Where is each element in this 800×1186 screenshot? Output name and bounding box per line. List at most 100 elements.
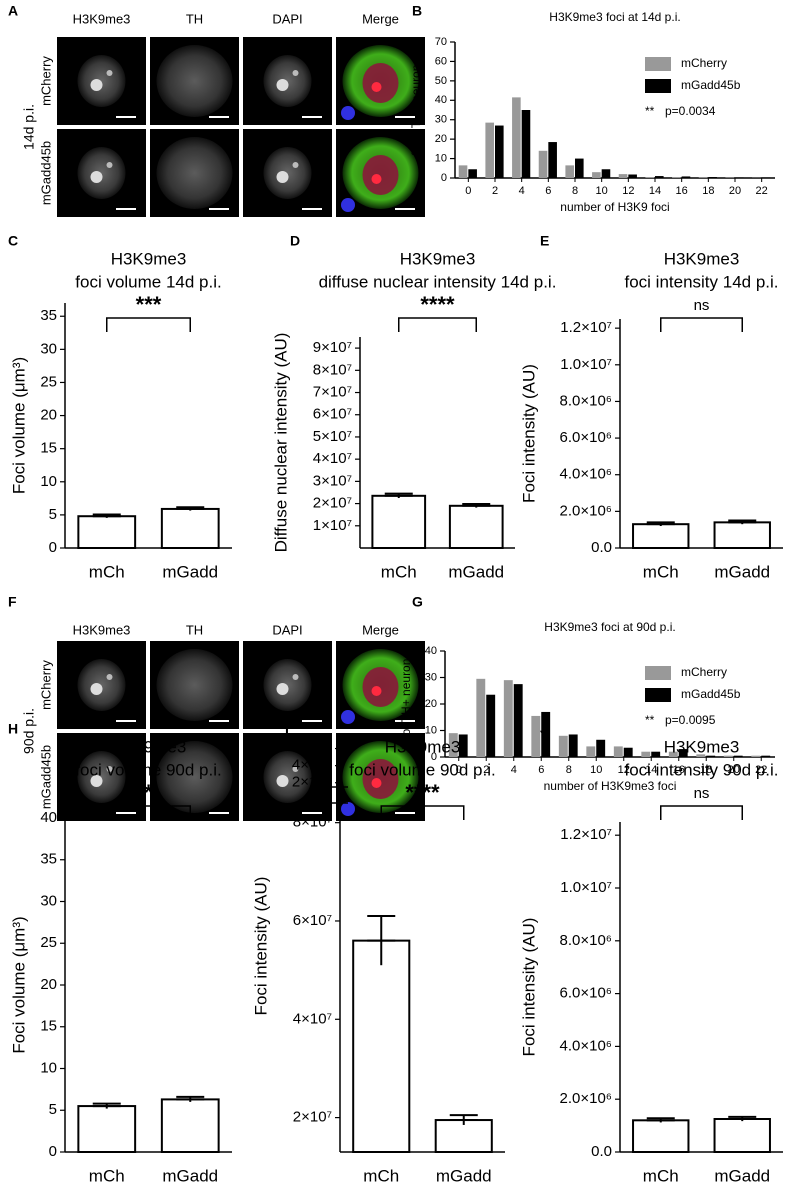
x-tick-label: mGadd xyxy=(162,1166,218,1185)
y-tick-label: 4×10⁸ xyxy=(292,757,332,774)
focus-signal xyxy=(106,674,113,680)
y-tick-label: 7×10⁷ xyxy=(313,383,352,400)
x-tick-label: 18 xyxy=(700,764,712,776)
bar xyxy=(618,174,628,178)
bar xyxy=(575,158,584,178)
y-tick-label: 30 xyxy=(435,114,447,126)
column-header: Merge xyxy=(362,11,399,26)
bar xyxy=(77,515,137,549)
y-tick-label: 30 xyxy=(40,340,57,357)
y-tick-label: 10 xyxy=(425,724,437,736)
x-tick-label: mGadd xyxy=(436,1166,492,1185)
bar xyxy=(458,734,468,757)
bar xyxy=(632,1119,690,1153)
bar xyxy=(486,694,496,757)
chart-title: H3K9me3 xyxy=(385,737,461,756)
bar xyxy=(713,521,771,549)
x-tick-label: mCh xyxy=(643,562,679,581)
focus-signal xyxy=(276,683,289,695)
chart-title: H3K9me3 foci at 14d p.i. xyxy=(549,10,680,24)
bar xyxy=(513,684,523,757)
x-tick-label: 2 xyxy=(483,764,489,776)
bar xyxy=(352,939,411,1153)
y-tick-label: 6×10⁸ xyxy=(292,740,332,757)
legend-swatch xyxy=(645,79,671,93)
x-tick-label: 6 xyxy=(538,764,544,776)
focus-signal xyxy=(90,683,103,695)
panel-letter: E xyxy=(540,233,549,249)
x-tick-label: mCh xyxy=(363,1166,399,1185)
y-tick-label: 0 xyxy=(441,172,447,184)
x-tick-label: 22 xyxy=(756,185,768,197)
y-tick-label: 35 xyxy=(40,851,57,868)
bar xyxy=(706,755,716,757)
chart-title: H3K9me3 xyxy=(664,737,740,756)
row-label: mGadd45b xyxy=(38,141,53,205)
dapi-signal xyxy=(341,710,355,724)
y-tick-label: 15 xyxy=(40,440,57,457)
legend-label: mCherry xyxy=(681,56,727,70)
x-tick-label: 22 xyxy=(755,764,767,776)
legend-label: mGadd45b xyxy=(681,78,741,92)
row-label: mCherry xyxy=(38,660,53,710)
panel-letter: D xyxy=(290,233,300,249)
focus-signal xyxy=(106,766,113,772)
column-header: H3K9me3 xyxy=(73,622,131,637)
chart-subtitle: foci volume 90d p.i. xyxy=(75,760,221,779)
bar xyxy=(641,751,651,757)
y-tick-label: 3×10⁷ xyxy=(313,472,352,489)
focus-signal xyxy=(292,766,299,772)
legend-swatch xyxy=(645,666,671,680)
x-tick-label: 0 xyxy=(465,185,471,197)
focus-signal xyxy=(371,778,382,788)
bar xyxy=(672,177,681,178)
bar xyxy=(678,749,688,757)
chart-title: H3K9me3 xyxy=(111,249,187,268)
nucleus-signal xyxy=(362,759,399,799)
significance-label: **** xyxy=(405,780,440,805)
cell-signal xyxy=(263,659,312,711)
y-tick-label: 1.2×10⁷ xyxy=(560,319,612,336)
panel-letter: A xyxy=(8,3,18,19)
panel-letter: J xyxy=(540,721,548,737)
y-tick-label: 1.2×10⁷ xyxy=(560,826,612,843)
bar xyxy=(628,174,637,178)
x-tick-label: 4 xyxy=(511,764,517,776)
focus-signal xyxy=(90,171,103,183)
y-tick-label: 1×10⁷ xyxy=(313,517,352,534)
x-tick-label: mCh xyxy=(381,562,417,581)
condition-label: 90d p.i. xyxy=(21,708,37,754)
bar xyxy=(485,122,494,178)
y-tick-label: 9×10⁷ xyxy=(313,339,352,356)
focus-signal xyxy=(106,162,113,168)
panel-letter: C xyxy=(8,233,18,249)
bar xyxy=(77,1105,137,1153)
focus-signal xyxy=(106,70,113,76)
bar xyxy=(655,176,664,178)
y-tick-label: 6.0×10⁶ xyxy=(560,985,612,1002)
y-tick-label: 6×10⁷ xyxy=(313,406,352,423)
bar xyxy=(448,733,458,757)
cell-signal xyxy=(263,147,312,199)
significance-label: *** xyxy=(136,292,162,317)
y-axis-label: Foci volume (μm³) xyxy=(9,357,28,494)
bar xyxy=(645,177,654,178)
bar xyxy=(613,746,623,757)
bar xyxy=(468,169,477,178)
y-tick-label: 10 xyxy=(435,152,447,164)
chart-subtitle: foci intensity 90d p.i. xyxy=(624,760,778,779)
focus-signal xyxy=(276,79,289,91)
legend-swatch xyxy=(645,688,671,702)
bar xyxy=(548,142,557,178)
annotation: ** xyxy=(645,713,655,727)
bar xyxy=(723,755,733,757)
annotation: p=0.0034 xyxy=(665,104,716,118)
chart-subtitle: foci intensity 14d p.i. xyxy=(624,272,778,291)
column-header: TH xyxy=(186,622,203,637)
x-tick-label: 14 xyxy=(645,764,657,776)
y-axis-label: Foci volume (μm³) xyxy=(9,916,28,1053)
cell-signal xyxy=(77,147,126,199)
y-tick-label: 1.0×10⁷ xyxy=(560,356,612,373)
y-tick-label: 25 xyxy=(40,934,57,951)
bar xyxy=(458,165,468,178)
